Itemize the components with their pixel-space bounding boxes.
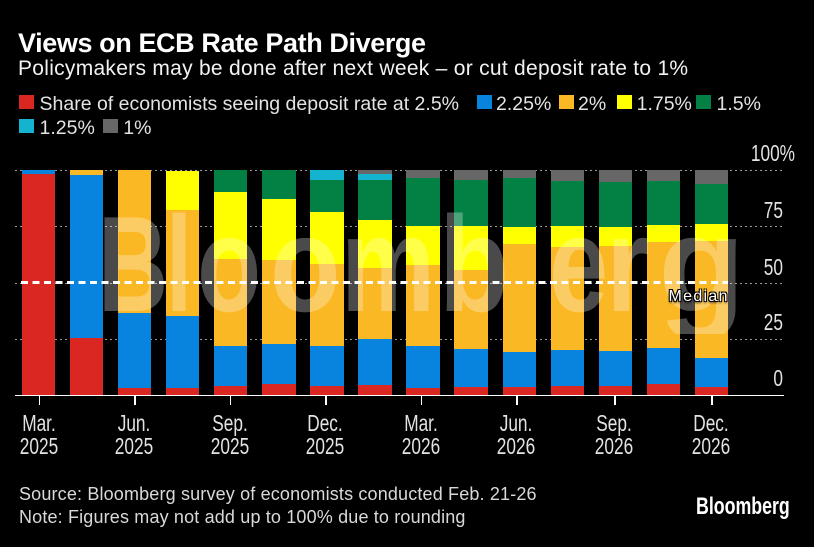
svg-text:e: e [549,188,608,334]
svg-text:m: m [341,188,435,334]
svg-text:l: l [166,188,192,334]
svg-text:B: B [98,188,168,334]
svg-text:r: r [606,188,650,334]
svg-text:o: o [270,188,341,334]
svg-text:g: g [658,188,746,334]
svg-text:o: o [197,188,261,334]
svg-text:b: b [439,188,509,334]
